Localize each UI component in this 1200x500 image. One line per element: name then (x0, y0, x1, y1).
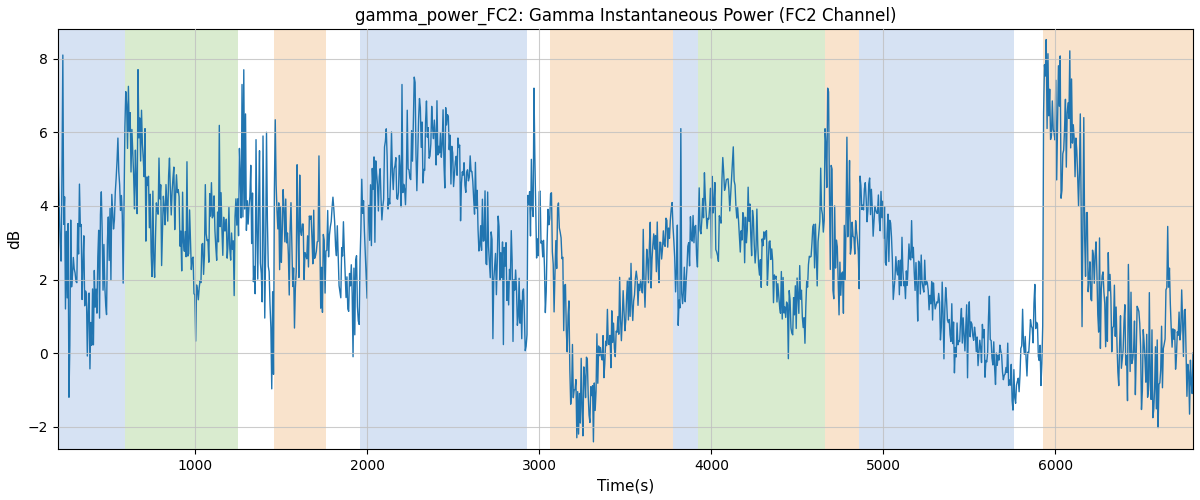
Bar (1043, 30, 1193, 449)
Bar (550, 30, 673, 449)
X-axis label: Time(s): Time(s) (596, 478, 654, 493)
Bar (58, 30, 125, 449)
Y-axis label: dB: dB (7, 229, 22, 249)
Bar (824, 30, 859, 449)
Bar (697, 30, 824, 449)
Bar (859, 30, 1014, 449)
Bar (360, 30, 527, 449)
Bar (125, 30, 239, 449)
Bar (673, 30, 697, 449)
Title: gamma_power_FC2: Gamma Instantaneous Power (FC2 Channel): gamma_power_FC2: Gamma Instantaneous Pow… (354, 7, 896, 25)
Bar (275, 30, 326, 449)
